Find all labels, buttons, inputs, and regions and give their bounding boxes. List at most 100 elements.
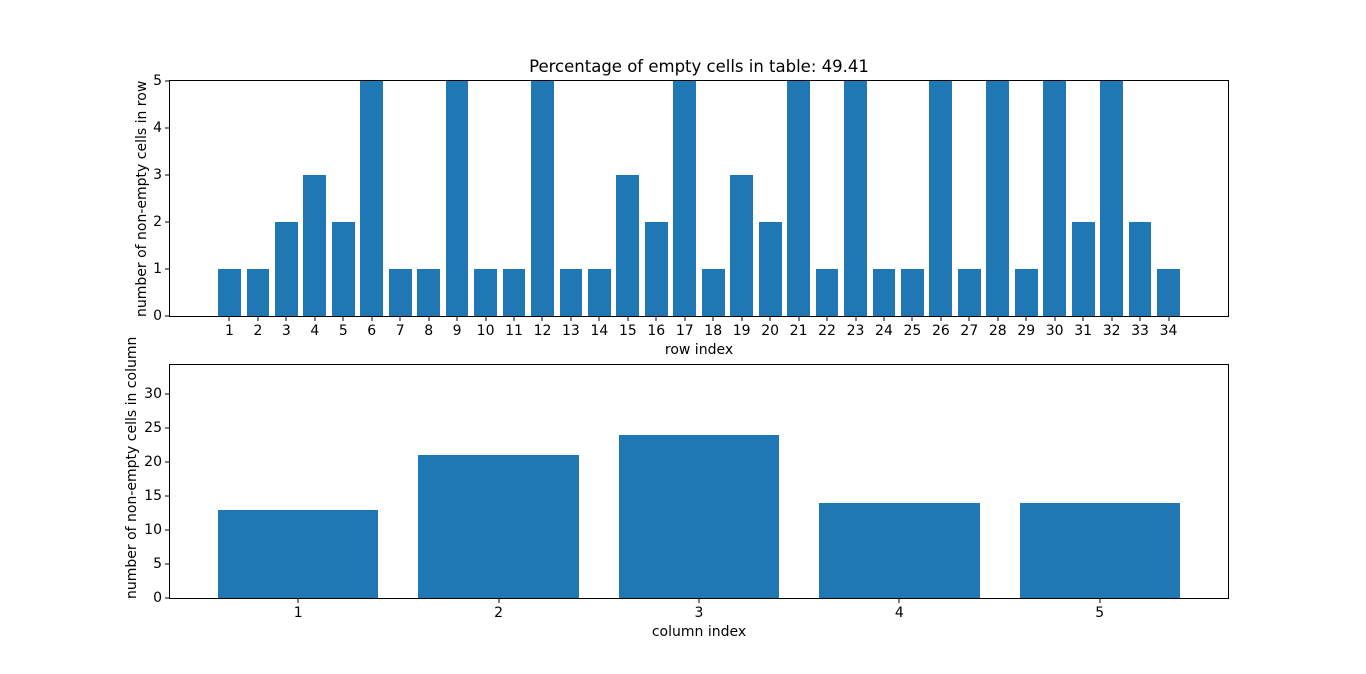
- x-tick: [1111, 316, 1113, 321]
- x-tick-label: 30: [1045, 323, 1064, 339]
- bar: [730, 175, 754, 316]
- y-tick-label: 5: [153, 556, 162, 573]
- x-tick-label: 29: [1017, 323, 1036, 339]
- x-tick: [297, 598, 299, 603]
- bar: [1014, 269, 1038, 316]
- x-tick-label: 16: [647, 323, 666, 339]
- bar: [758, 222, 782, 316]
- x-tick-label: 10: [476, 323, 495, 339]
- y-tick: [165, 80, 170, 82]
- bar: [474, 269, 497, 316]
- x-tick-label: 25: [903, 323, 922, 339]
- x-tick-label: 9: [452, 323, 462, 339]
- bar: [1128, 222, 1152, 316]
- y-tick-label: 1: [153, 261, 162, 277]
- bar: [218, 269, 241, 316]
- x-tick: [1168, 316, 1170, 321]
- x-tick: [883, 316, 885, 321]
- bar: [559, 269, 583, 316]
- x-tick-label: 5: [1095, 605, 1105, 621]
- bar: [445, 81, 469, 316]
- bar: [1071, 222, 1095, 316]
- y-tick: [165, 597, 170, 599]
- bar: [701, 269, 725, 316]
- x-tick: [684, 316, 686, 321]
- row-chart-y-ticks: 0 1 2 3 4 5: [153, 74, 1228, 323]
- x-tick: [769, 316, 771, 321]
- y-tick-label: 0: [153, 308, 162, 324]
- y-tick-label: 4: [153, 120, 162, 136]
- bar: [929, 81, 953, 316]
- x-tick: [855, 316, 856, 321]
- x-tick: [940, 316, 942, 321]
- bar: [616, 175, 640, 316]
- x-tick: [1082, 316, 1084, 321]
- bar: [872, 269, 896, 316]
- x-tick: [698, 598, 700, 603]
- bar: [644, 222, 668, 316]
- chart-title: Percentage of empty cells in table: 49.4…: [529, 57, 869, 76]
- row-chart-x-ticks: 1 2 3 4 5 6 7 8 9 10 11 12 13 14 15 16 17 18 19 20 21 22 23 24 2…: [170, 81, 1228, 338]
- x-tick-label: 27: [960, 323, 979, 339]
- y-tick: [165, 427, 170, 429]
- column-bar-chart: number of non-empty cells in column colu…: [124, 337, 1229, 639]
- x-tick-label: 11: [505, 323, 523, 339]
- x-tick-label: 1: [293, 605, 303, 621]
- bar: [531, 81, 554, 316]
- x-tick-label: 23: [846, 323, 865, 339]
- x-tick: [997, 316, 999, 321]
- x-tick-label: 12: [533, 323, 552, 339]
- bar: [588, 269, 611, 316]
- bar: [388, 269, 412, 316]
- bar: [844, 81, 867, 316]
- bar: [1019, 502, 1180, 598]
- bar: [815, 269, 839, 316]
- y-tick: [165, 127, 170, 129]
- bar: [819, 502, 980, 598]
- x-tick-label: 2: [494, 605, 504, 621]
- y-tick-label: 2: [153, 214, 162, 230]
- x-tick: [541, 316, 543, 321]
- y-tick: [165, 268, 170, 270]
- column-chart-y-ticks: 0 5 10 15 20 25 30: [144, 365, 1228, 605]
- y-tick: [165, 315, 170, 317]
- bar: [360, 81, 384, 316]
- bar: [1157, 269, 1180, 316]
- x-tick: [228, 316, 230, 321]
- x-tick-label: 4: [894, 605, 904, 621]
- x-tick-label: 20: [761, 323, 780, 339]
- x-tick: [968, 316, 970, 321]
- x-tick-label: 33: [1131, 323, 1149, 339]
- x-tick: [371, 316, 373, 321]
- y-tick-label: 3: [153, 167, 162, 183]
- x-tick: [570, 316, 572, 321]
- y-tick-label: 10: [144, 522, 162, 539]
- bar: [618, 434, 780, 598]
- y-tick: [165, 529, 170, 531]
- x-tick: [798, 316, 800, 321]
- y-tick-label: 25: [144, 420, 162, 437]
- x-tick-label: 24: [875, 323, 893, 339]
- row-chart-x-axis-label: row index: [664, 342, 734, 358]
- bar: [417, 269, 441, 316]
- column-chart-plot-area: 0 5 10 15 20 25 30 1 2 3 4 5: [144, 364, 1229, 620]
- x-tick: [498, 598, 500, 603]
- x-tick: [513, 316, 515, 321]
- x-tick: [285, 316, 287, 321]
- y-tick-label: 30: [144, 386, 162, 403]
- x-tick-label: 4: [310, 323, 320, 339]
- x-tick-label: 15: [618, 323, 637, 339]
- y-tick: [165, 461, 170, 463]
- bar: [901, 269, 924, 316]
- x-tick: [1025, 316, 1027, 321]
- bar: [218, 509, 379, 598]
- x-tick: [826, 316, 828, 321]
- bar: [418, 455, 579, 598]
- bar: [502, 269, 526, 316]
- x-tick-label: 28: [988, 323, 1007, 339]
- x-tick: [342, 316, 344, 321]
- column-chart-bars: [170, 365, 1228, 598]
- y-tick-label: 20: [144, 454, 162, 471]
